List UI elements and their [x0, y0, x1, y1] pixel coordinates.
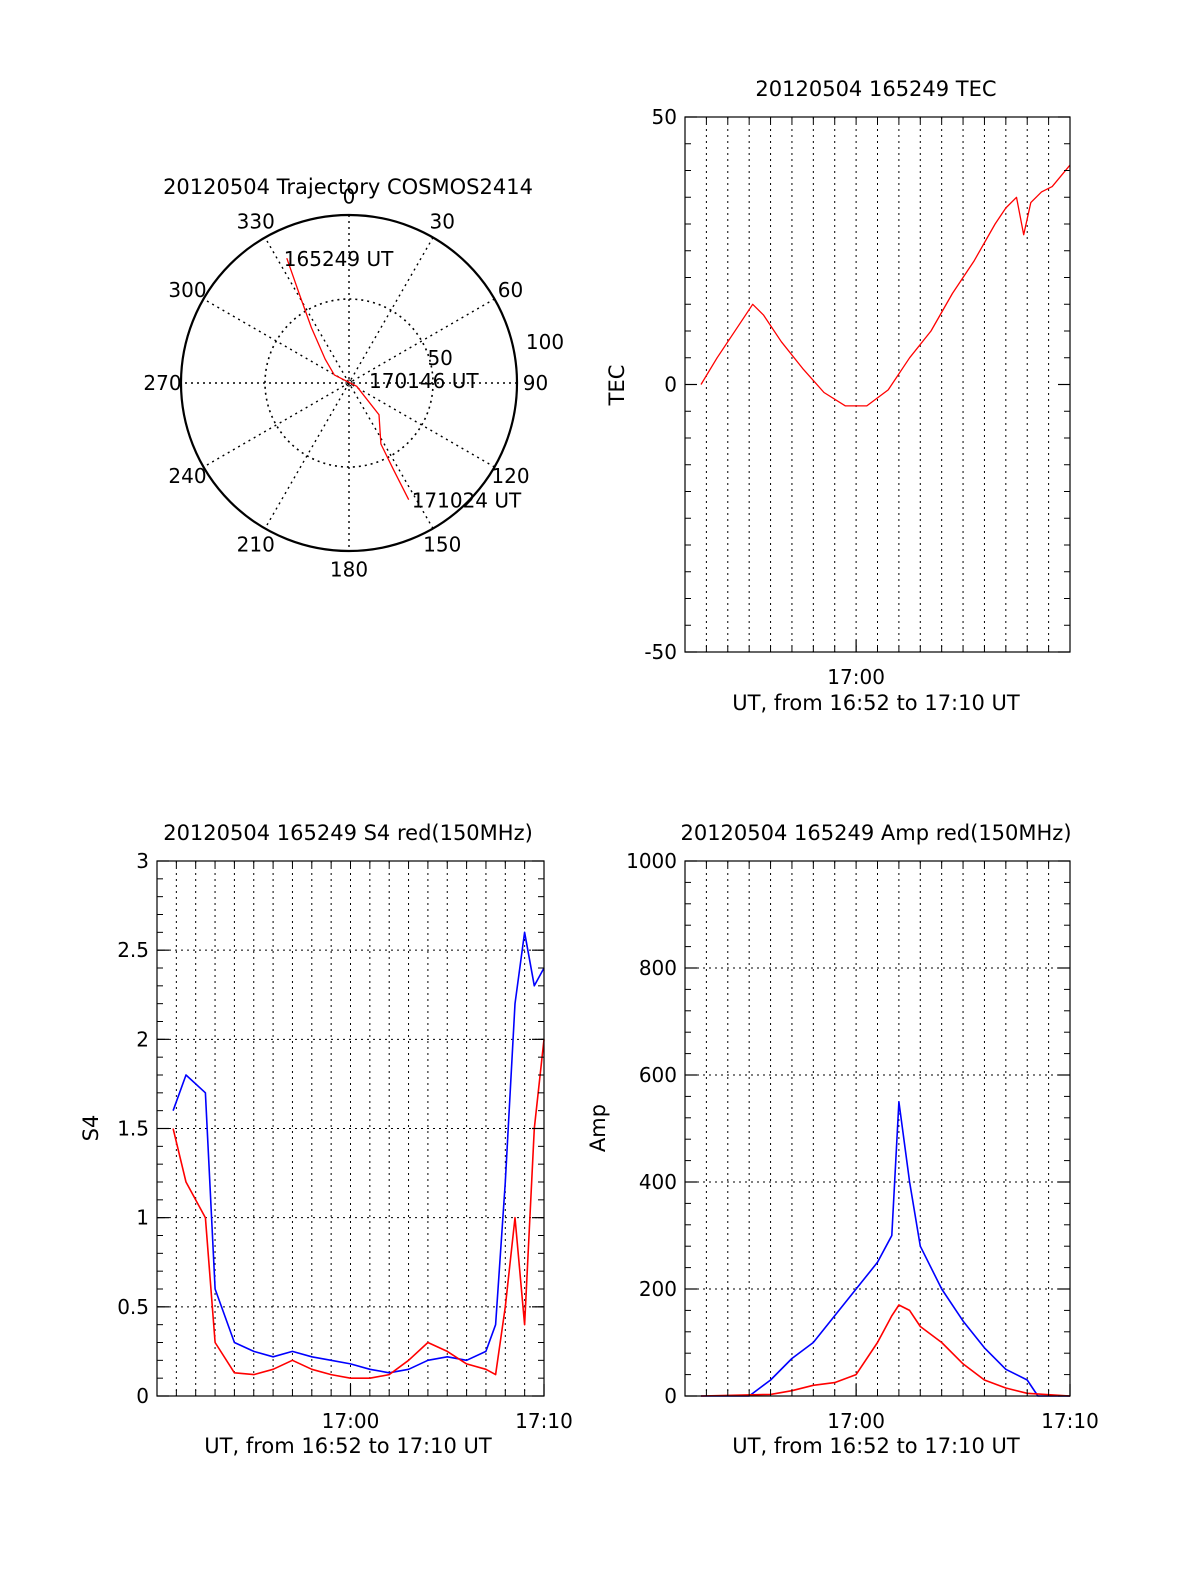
amp-panel: 20120504 165249 Amp red(150MHz) 1000 800 6… [586, 821, 1099, 1458]
amp-y-tick-label: 600 [639, 1063, 677, 1087]
amp-x-tick-label-1700: 17:00 [827, 1409, 885, 1433]
azimuth-label-210: 210 [237, 532, 275, 556]
tec-x-tick-labels: 17:00 [827, 665, 885, 689]
s4-y-tick-label: 2.5 [117, 938, 149, 962]
azimuth-label-30: 30 [430, 210, 455, 234]
trajectory-title: 20120504 Trajectory COSMOS2414 [163, 175, 533, 199]
amp-title: 20120504 165249 Amp red(150MHz) [680, 821, 1071, 845]
tec-ticks [684, 116, 1071, 653]
azimuth-label-60: 60 [498, 278, 523, 302]
amp-x-tick-label-1710: 17:10 [1041, 1409, 1099, 1433]
azimuth-label-90: 90 [523, 371, 548, 395]
tec-y-axis-label: TEC [605, 365, 629, 407]
satellite-track [286, 257, 410, 500]
s4-title: 20120504 165249 S4 red(150MHz) [163, 821, 533, 845]
azimuth-label-300: 300 [168, 278, 206, 302]
s4-x-tick-label-1710: 17:10 [515, 1409, 573, 1433]
amp-y-tick-label: 1000 [626, 849, 677, 873]
radius-label-50: 50 [427, 346, 452, 370]
amp-x-axis-label: UT, from 16:52 to 17:10 UT [732, 1434, 1020, 1458]
amp-plot-frame [684, 860, 1071, 1397]
amp-y-axis-label: Amp [586, 1104, 610, 1152]
s4-x-axis-label: UT, from 16:52 to 17:10 UT [204, 1434, 492, 1458]
tec-y-tick-labels: 50 0 -50 [644, 105, 677, 664]
s4-y-tick-label: 1.5 [117, 1117, 149, 1141]
track-end-label: 171024 UT [412, 489, 522, 513]
azimuth-label-180: 180 [330, 557, 368, 581]
tec-x-axis-label: UT, from 16:52 to 17:10 UT [732, 691, 1020, 715]
amp-series-blue [701, 1101, 1070, 1397]
tec-grid [705, 117, 1050, 652]
tec-y-tick-label: 50 [652, 105, 677, 129]
amp-grid [685, 861, 1070, 1396]
amp-x-tick-labels: 17:00 17:10 [827, 1409, 1099, 1433]
amp-y-tick-label: 800 [639, 956, 677, 980]
s4-grid [157, 861, 544, 1396]
s4-x-tick-labels: 17:00 17:10 [322, 1409, 573, 1433]
tec-x-tick-label-1700: 17:00 [827, 665, 885, 689]
polar-outer-circle [179, 213, 519, 553]
s4-y-tick-label: 0 [136, 1384, 149, 1408]
azimuth-label-0: 0 [343, 185, 356, 209]
s4-panel: 20120504 165249 S4 red(150MHz) 3 2.5 2 1.5 1… [79, 821, 573, 1458]
s4-series [172, 931, 545, 1379]
azimuth-label-330: 330 [237, 210, 275, 234]
s4-series-red [172, 1039, 545, 1379]
s4-series-blue [172, 931, 545, 1374]
track-start-label: 165249 UT [284, 247, 394, 271]
tec-panel: 20120504 165249 TEC 50 0 -50 17:00 UT, fro… [605, 77, 1071, 715]
radius-labels: 50 100 [427, 330, 564, 370]
tec-series [700, 164, 1071, 407]
polar-center-marker [345, 379, 353, 387]
tec-plot-frame [684, 116, 1071, 653]
tec-y-tick-label: 0 [664, 373, 677, 397]
azimuth-label-270: 270 [143, 371, 181, 395]
radius-label-100: 100 [526, 330, 564, 354]
amp-ticks [684, 860, 1071, 1397]
tec-series-red [700, 164, 1071, 407]
track-mid-label: 170146 UT [369, 369, 479, 393]
azimuth-labels: 0 30 60 90 120 150 180 210 240 270 300 330 [143, 185, 548, 582]
s4-y-tick-label: 1 [136, 1206, 149, 1230]
s4-y-axis-label: S4 [79, 1115, 103, 1142]
azimuth-label-120: 120 [491, 464, 529, 488]
amp-y-tick-label: 0 [664, 1384, 677, 1408]
s4-y-tick-labels: 3 2.5 2 1.5 1 0.5 0 [117, 849, 149, 1408]
tec-title: 20120504 165249 TEC [755, 77, 996, 101]
amp-series [700, 1101, 1071, 1397]
tec-y-tick-label: -50 [644, 640, 677, 664]
s4-y-tick-label: 0.5 [117, 1295, 149, 1319]
azimuth-label-150: 150 [423, 532, 461, 556]
s4-x-tick-label-1700: 17:00 [322, 1409, 380, 1433]
amp-y-tick-label: 200 [639, 1277, 677, 1301]
amp-y-tick-label: 400 [639, 1170, 677, 1194]
amp-y-tick-labels: 1000 800 600 400 200 0 [626, 849, 677, 1408]
s4-y-tick-label: 3 [136, 849, 149, 873]
azimuth-label-240: 240 [168, 464, 206, 488]
s4-y-tick-label: 2 [136, 1027, 149, 1051]
amp-series-red [700, 1304, 1071, 1397]
trajectory-panel: 20120504 Trajectory COSMOS2414 0 30 60 90 12… [143, 175, 564, 581]
s4-ticks [156, 860, 545, 1397]
